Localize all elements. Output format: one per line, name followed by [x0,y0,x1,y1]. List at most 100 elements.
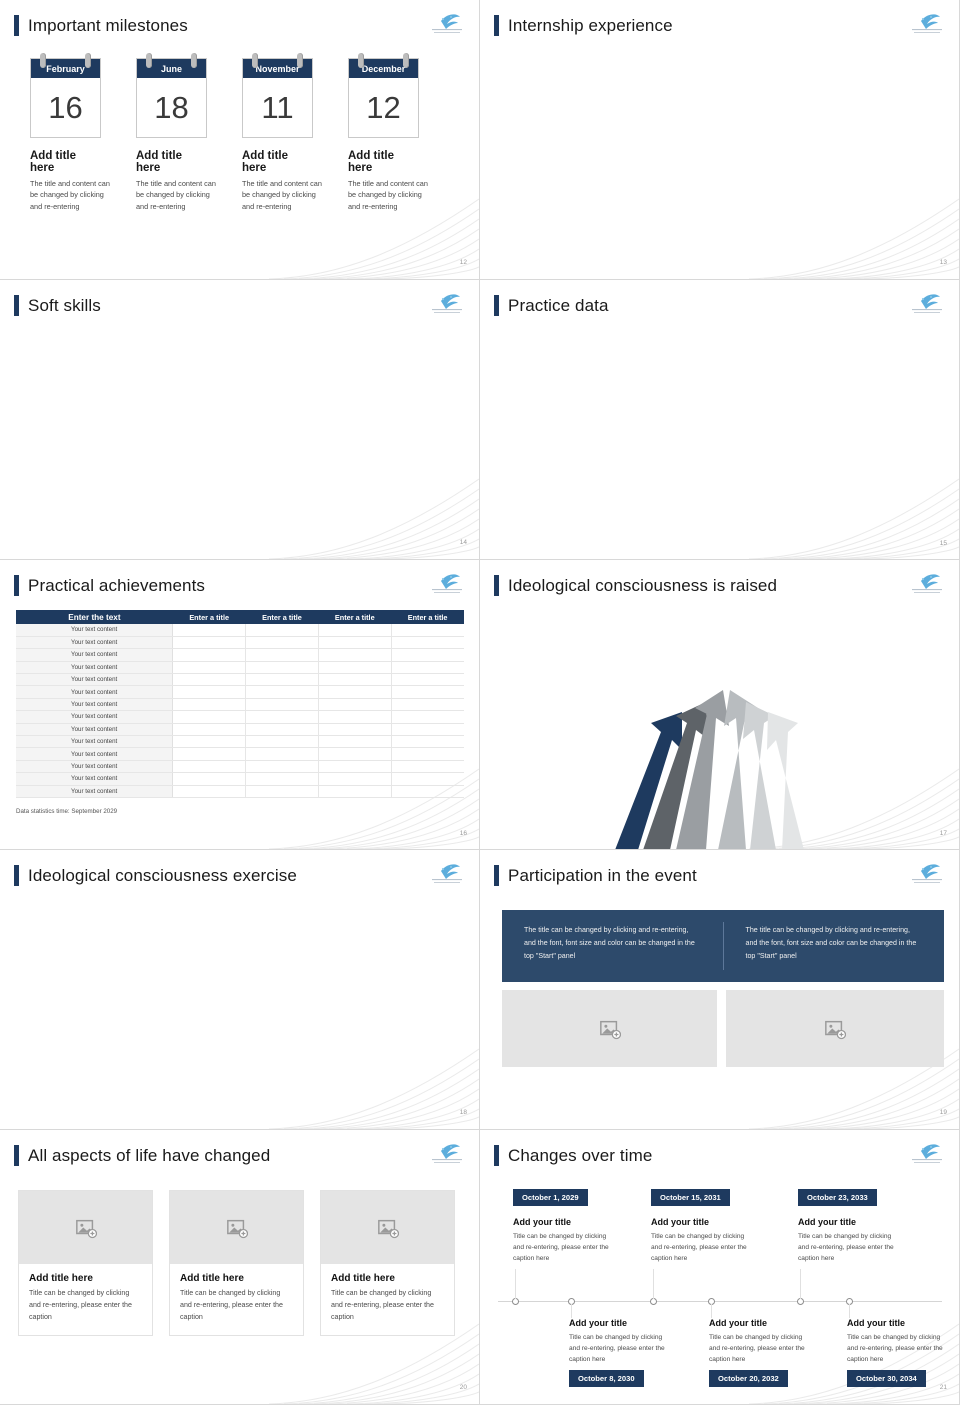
table-cell[interactable] [172,698,247,712]
table-cell[interactable]: Your text content [16,698,174,712]
table-row[interactable]: Your text content [16,772,464,786]
table-cell[interactable]: Your text content [16,648,174,662]
table-cell[interactable] [172,747,247,761]
table-row[interactable]: Your text content [16,636,464,650]
table-cell[interactable] [172,624,247,637]
table-cell[interactable] [245,723,319,737]
table-cell[interactable] [318,648,392,662]
table-cell[interactable] [172,673,247,687]
table-row[interactable]: Your text content [16,648,464,662]
table-cell[interactable] [245,624,319,637]
event-text-band[interactable]: The title can be changed by clicking and… [502,910,944,982]
table-cell[interactable] [318,661,392,675]
table-cell[interactable]: Your text content [16,624,174,637]
table-row[interactable]: Your text content [16,661,464,675]
table-cell[interactable] [391,648,464,662]
table-cell[interactable] [318,685,392,699]
image-placeholder[interactable] [19,1191,152,1264]
table-cell[interactable] [391,723,464,737]
table-row[interactable]: Your text content [16,624,464,637]
timeline-date-badge[interactable]: October 30, 2034 [847,1370,926,1387]
table-cell[interactable] [391,710,464,724]
table-cell[interactable] [391,636,464,650]
milestone-item[interactable]: February 16 Add title here The title and… [30,53,110,212]
table-column-header[interactable]: Enter a title [391,610,464,624]
table-column-header[interactable]: Enter a title [318,610,392,624]
timeline-date-badge[interactable]: October 23, 2033 [798,1189,877,1206]
table-cell[interactable] [318,772,392,786]
table-cell[interactable] [245,636,319,650]
table-cell[interactable]: Your text content [16,735,174,749]
table-cell[interactable] [391,685,464,699]
table-cell[interactable] [318,636,392,650]
milestone-item[interactable]: December 12 Add title here The title and… [348,53,428,212]
table-row[interactable]: Your text content [16,760,464,774]
image-placeholder-icon[interactable] [377,1217,399,1239]
table-column-header[interactable]: Enter the text [16,610,173,624]
table-row[interactable]: Your text content [16,723,464,737]
table-cell[interactable] [172,710,247,724]
image-placeholder[interactable] [726,990,944,1067]
timeline-date-badge[interactable]: October 8, 2030 [569,1370,644,1387]
table-row[interactable]: Your text content [16,747,464,761]
table-row[interactable]: Your text content [16,710,464,724]
table-row[interactable]: Your text content [16,735,464,749]
table-cell[interactable] [391,661,464,675]
table-cell[interactable] [318,710,392,724]
timeline-date-badge[interactable]: October 15, 2031 [651,1189,730,1206]
table-cell[interactable] [245,661,319,675]
table-cell[interactable]: Your text content [16,747,174,761]
table-cell[interactable]: Your text content [16,785,174,798]
milestone-item[interactable]: November 11 Add title here The title and… [242,53,322,212]
table-cell[interactable] [245,785,319,798]
timeline-date-badge[interactable]: October 20, 2032 [709,1370,788,1387]
table-row[interactable]: Your text content [16,685,464,699]
table-cell[interactable] [172,685,247,699]
milestone-item[interactable]: June 18 Add title here The title and con… [136,53,216,212]
table-cell[interactable] [391,673,464,687]
table-cell[interactable]: Your text content [16,636,174,650]
table-cell[interactable]: Your text content [16,723,174,737]
table-cell[interactable] [318,698,392,712]
table-cell[interactable] [391,747,464,761]
table-cell[interactable] [172,648,247,662]
table-cell[interactable] [172,760,247,774]
timeline-dot[interactable] [797,1298,804,1305]
achievements-table[interactable]: Enter the text Enter a title Enter a title… [16,610,464,798]
table-cell[interactable] [391,772,464,786]
table-cell[interactable] [318,624,392,637]
table-cell[interactable] [245,648,319,662]
table-cell[interactable] [245,710,319,724]
timeline-dot[interactable] [512,1298,519,1305]
table-cell[interactable] [172,735,247,749]
table-cell[interactable] [245,772,319,786]
table-cell[interactable] [245,747,319,761]
table-cell[interactable] [318,735,392,749]
table-cell[interactable] [318,723,392,737]
table-cell[interactable] [245,760,319,774]
table-column-header[interactable]: Enter a title [245,610,319,624]
timeline-dot[interactable] [650,1298,657,1305]
table-cell[interactable] [245,698,319,712]
table-cell[interactable] [318,785,392,798]
picture-card[interactable]: Add title here Title can be changed by cl… [169,1190,304,1337]
table-cell[interactable] [318,760,392,774]
table-cell[interactable]: Your text content [16,673,174,687]
table-cell[interactable]: Your text content [16,710,174,724]
table-cell[interactable] [391,760,464,774]
image-placeholder-icon[interactable] [75,1217,97,1239]
table-cell[interactable] [172,772,247,786]
image-placeholder[interactable] [170,1191,303,1264]
table-cell[interactable] [391,698,464,712]
table-cell[interactable] [245,685,319,699]
picture-card[interactable]: Add title here Title can be changed by cl… [18,1190,153,1337]
table-row[interactable]: Your text content [16,785,464,798]
table-cell[interactable] [172,661,247,675]
table-cell[interactable] [318,673,392,687]
table-cell[interactable] [391,785,464,798]
picture-card[interactable]: Add title here Title can be changed by cl… [320,1190,455,1337]
table-cell[interactable] [172,785,247,798]
image-placeholder[interactable] [502,990,717,1067]
table-cell[interactable]: Your text content [16,685,174,699]
table-cell[interactable] [391,624,464,637]
